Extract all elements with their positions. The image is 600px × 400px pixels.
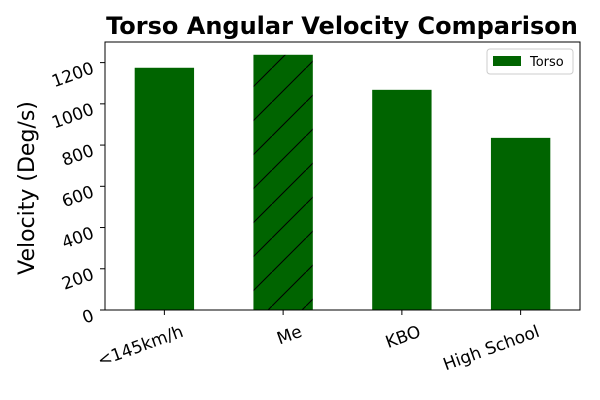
x-tick-label: Me [274,322,304,349]
bar-0 [134,67,195,311]
y-tick-label: 400 [59,223,96,253]
y-tick-label: 0 [80,306,97,328]
x-tick-label: High School [441,322,543,375]
y-tick-label: 1200 [49,59,96,93]
plot-frame [104,41,581,311]
y-tick-label: 600 [59,182,96,212]
legend: Torso [486,48,574,75]
bars-group [134,54,551,311]
bar-2 [372,89,432,310]
y-ticks-group: 0 200 400 600 800 1000 1200 [49,59,105,328]
x-tick-label: KBO [383,322,424,353]
y-axis-label: Velocity (Deg/s) [15,101,40,275]
y-tick-label: 1000 [49,100,96,134]
legend-swatch [493,56,521,66]
bar-1 [253,54,313,310]
x-ticks-group: <145km/h Me KBO High School [95,310,542,375]
legend-box [486,48,574,75]
chart-title: Torso Angular Velocity Comparison [106,12,578,40]
y-tick-label: 200 [59,265,96,295]
bar-3 [490,137,551,310]
legend-label: Torso [529,55,564,70]
x-tick-label: <145km/h [95,322,186,371]
y-tick-label: 800 [59,141,96,171]
